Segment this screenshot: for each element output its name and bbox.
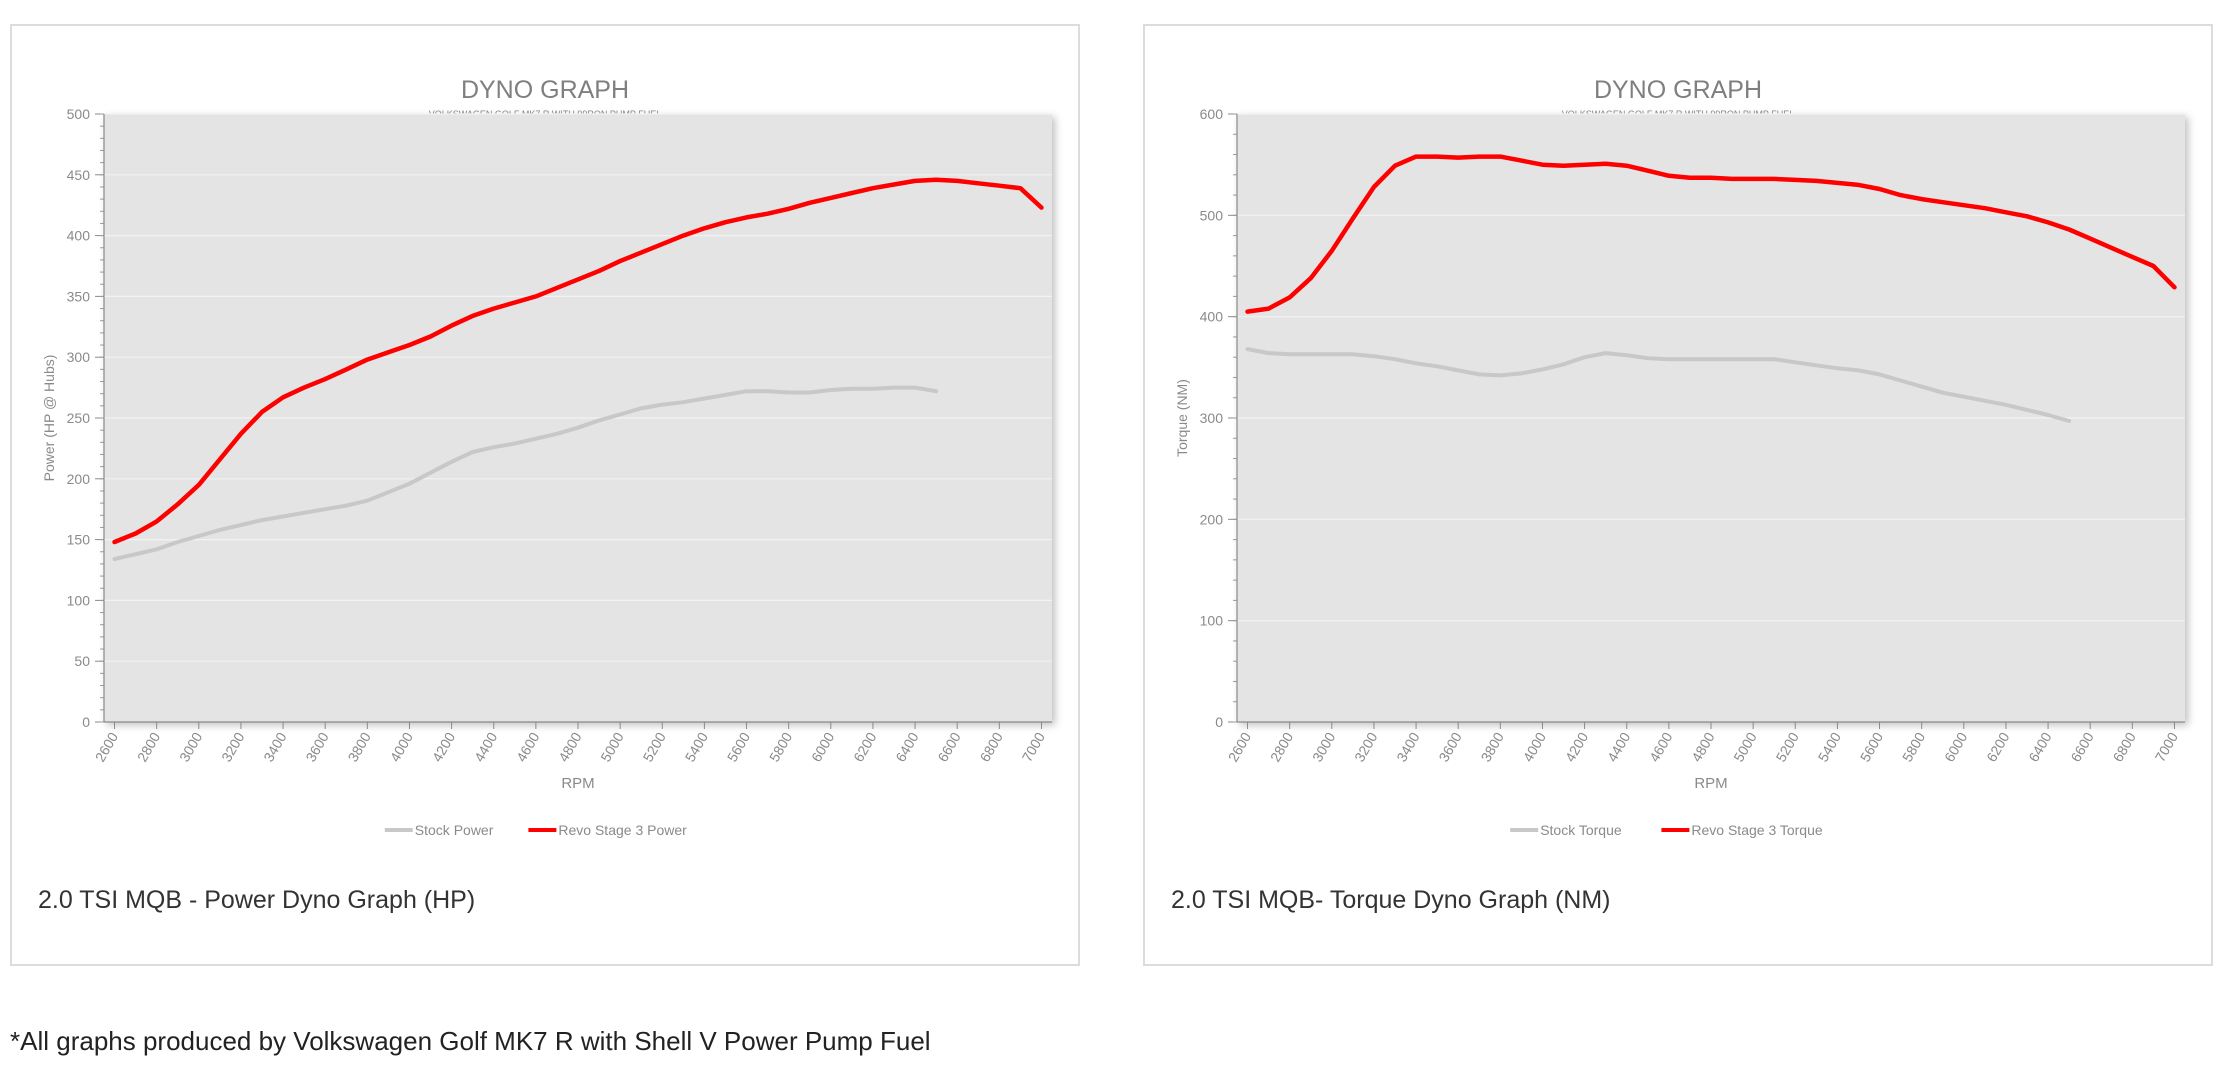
- power-x-tick-label: 6200: [850, 729, 880, 764]
- power-chart: DYNO GRAPHVOLKSWAGEN GOLF MK7 R WITH 99R…: [41, 76, 1052, 838]
- power-x-tick-label: 5200: [639, 729, 669, 764]
- power-y-tick-label: 50: [74, 653, 90, 669]
- torque-x-tick-label: 6000: [1941, 729, 1971, 764]
- torque-x-tick-label: 6400: [2025, 729, 2055, 764]
- torque-x-tick-label: 4200: [1562, 729, 1592, 764]
- power-x-tick-label: 4200: [429, 729, 459, 764]
- power-x-tick-label: 6000: [808, 729, 838, 764]
- torque-x-tick-label: 5400: [1815, 729, 1845, 764]
- torque-x-tick-label: 4400: [1604, 729, 1634, 764]
- power-chart-title: DYNO GRAPH: [461, 76, 629, 104]
- torque-y-tick-label: 100: [1200, 613, 1224, 629]
- power-x-tick-label: 4800: [555, 729, 585, 764]
- power-y-tick-label: 400: [67, 228, 91, 244]
- torque-y-axis-label: Torque (NM): [1174, 379, 1190, 457]
- torque-series-line-revo: [1245, 154, 2177, 314]
- power-legend-label: Stock Power: [415, 822, 494, 838]
- power-x-tick-label: 4000: [387, 729, 417, 764]
- power-x-tick-label: 6600: [934, 729, 964, 764]
- torque-x-tick-label: 6200: [1983, 729, 2013, 764]
- torque-x-tick-label: 2600: [1225, 729, 1255, 764]
- power-y-tick-label: 300: [67, 349, 91, 365]
- torque-chart-caption: 2.0 TSI MQB- Torque Dyno Graph (NM): [1171, 886, 1611, 914]
- torque-x-tick-label: 7000: [2152, 729, 2182, 764]
- power-x-axis-label: RPM: [561, 775, 594, 792]
- torque-x-tick-label: 3200: [1351, 729, 1381, 764]
- power-x-tick-label: 4400: [471, 729, 501, 764]
- power-x-tick-label: 6400: [892, 729, 922, 764]
- power-y-tick-label: 150: [67, 532, 91, 548]
- torque-chart: DYNO GRAPHVOLKSWAGEN GOLF MK7 R WITH 99R…: [1174, 76, 2185, 838]
- power-y-axis-label: Power (HP @ Hubs): [41, 355, 57, 482]
- power-x-tick-label: 2600: [92, 729, 122, 764]
- power-x-tick-label: 3800: [344, 729, 374, 764]
- power-legend-label: Revo Stage 3 Power: [558, 822, 687, 838]
- torque-x-tick-label: 5000: [1730, 729, 1760, 764]
- torque-legend-label: Stock Torque: [1540, 822, 1622, 838]
- power-x-tick-label: 7000: [1019, 729, 1049, 764]
- torque-x-tick-label: 3800: [1477, 729, 1507, 764]
- torque-x-tick-label: 3600: [1435, 729, 1465, 764]
- power-y-tick-label: 450: [67, 167, 91, 183]
- torque-y-tick-label: 400: [1200, 309, 1224, 325]
- torque-x-tick-label: 2800: [1267, 729, 1297, 764]
- power-y-tick-label: 500: [67, 106, 91, 122]
- power-x-tick-label: 3400: [260, 729, 290, 764]
- torque-x-tick-label: 4800: [1688, 729, 1718, 764]
- power-x-tick-label: 2800: [134, 729, 164, 764]
- torque-x-tick-label: 5800: [1899, 729, 1929, 764]
- power-y-tick-label: 350: [67, 288, 91, 304]
- torque-series-line-stock: [1245, 347, 2072, 423]
- torque-x-tick-label: 4000: [1520, 729, 1550, 764]
- power-x-tick-label: 5000: [597, 729, 627, 764]
- torque-x-tick-label: 3000: [1309, 729, 1339, 764]
- torque-x-tick-label: 6600: [2067, 729, 2097, 764]
- power-y-tick-label: 200: [67, 471, 91, 487]
- torque-x-tick-label: 5200: [1772, 729, 1802, 764]
- power-y-tick-label: 0: [82, 714, 90, 730]
- footnote: *All graphs produced by Volkswagen Golf …: [10, 1026, 931, 1056]
- power-x-tick-label: 3600: [302, 729, 332, 764]
- power-x-tick-label: 5600: [724, 729, 754, 764]
- torque-y-tick-label: 200: [1200, 511, 1224, 527]
- power-x-tick-label: 5800: [766, 729, 796, 764]
- torque-y-tick-label: 0: [1215, 714, 1223, 730]
- power-x-tick-label: 3000: [176, 729, 206, 764]
- power-x-tick-label: 5400: [682, 729, 712, 764]
- power-chart-caption: 2.0 TSI MQB - Power Dyno Graph (HP): [38, 886, 476, 914]
- power-chart-card: DYNO GRAPHVOLKSWAGEN GOLF MK7 R WITH 99R…: [10, 24, 1080, 966]
- torque-x-tick-label: 3400: [1393, 729, 1423, 764]
- power-series-line-stock: [112, 385, 939, 562]
- power-series-line-revo: [112, 177, 1044, 545]
- torque-x-tick-label: 6800: [2109, 729, 2139, 764]
- power-x-tick-label: 4600: [513, 729, 543, 764]
- power-x-tick-label: 6800: [976, 729, 1006, 764]
- torque-chart-title: DYNO GRAPH: [1594, 76, 1762, 104]
- power-x-tick-label: 3200: [218, 729, 248, 764]
- power-y-tick-label: 250: [67, 410, 91, 426]
- torque-x-tick-label: 4600: [1646, 729, 1676, 764]
- torque-chart-card: DYNO GRAPHVOLKSWAGEN GOLF MK7 R WITH 99R…: [1143, 24, 2213, 966]
- torque-legend-label: Revo Stage 3 Torque: [1691, 822, 1822, 838]
- torque-x-axis-label: RPM: [1694, 775, 1727, 792]
- torque-y-tick-label: 500: [1200, 207, 1224, 223]
- torque-x-tick-label: 5600: [1857, 729, 1887, 764]
- torque-y-tick-label: 300: [1200, 410, 1224, 426]
- torque-y-tick-label: 600: [1200, 106, 1224, 122]
- power-y-tick-label: 100: [67, 592, 91, 608]
